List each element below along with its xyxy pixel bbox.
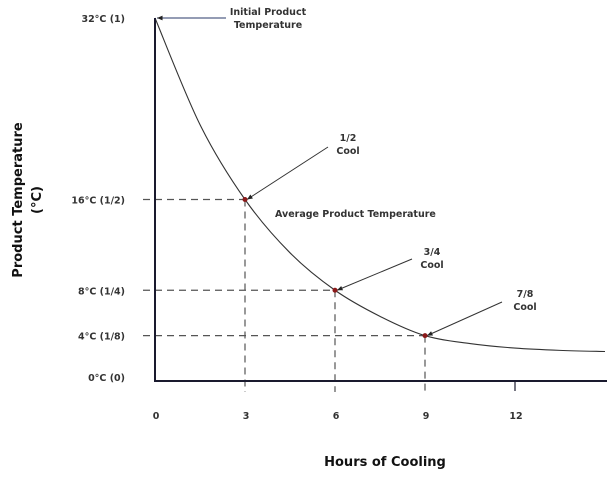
x-tick-label: 6 — [333, 411, 340, 422]
temperature-curve — [154, 17, 606, 353]
y-axis-label-line-2: (°C) — [30, 186, 45, 214]
data-point-marker-2 — [422, 333, 428, 339]
markers — [242, 197, 428, 339]
annotation-arrow-line — [336, 258, 413, 291]
data-point-marker-0 — [242, 197, 248, 202]
x-axis-label: Hours of Cooling — [324, 455, 446, 470]
arrowhead-icon — [427, 331, 433, 336]
annotation-0: Initial Product Temperature — [157, 7, 307, 31]
arrowhead-icon — [157, 15, 163, 21]
y-tick-label: 32°C (1) — [81, 14, 125, 25]
curve-label: Average Product Temperature — [275, 209, 436, 220]
x-tick-label: 3 — [243, 411, 250, 422]
dashed-guides — [143, 198, 426, 392]
arrowhead-icon — [247, 194, 253, 200]
annotation-text: Cool — [513, 302, 536, 313]
data-point-marker-1 — [332, 287, 338, 293]
annotation-arrow-line — [426, 301, 503, 337]
y-axis-label: Product Temperature (°C) — [11, 122, 45, 278]
axes — [154, 18, 607, 382]
arrowhead-icon — [337, 285, 343, 291]
y-axis-label-line-1: Product Temperature — [11, 122, 26, 278]
y-tick-label: 4°C (1/8) — [78, 332, 125, 343]
annotation-text: Temperature — [234, 20, 302, 31]
ticks: 0 3 6 9 12 32°C (1) 16°C (1/2) 8°C (1/4) 4°C (1/… — [71, 14, 522, 422]
annotation-text: 3/4 — [424, 247, 441, 258]
annotation-text: 7/8 — [517, 289, 534, 300]
x-tick-label: 9 — [423, 411, 430, 422]
y-tick-label: 8°C (1/4) — [78, 286, 125, 297]
annotation-text: Cool — [420, 260, 443, 271]
annotation-text: Cool — [336, 146, 359, 157]
annotations: Initial Product Temperature 1/2 Cool 3/4 Cool… — [157, 7, 537, 337]
annotation-arrow-line — [246, 146, 329, 200]
annotation-text: Initial Product — [230, 7, 307, 18]
y-tick-label: 0°C (0) — [88, 373, 125, 384]
annotation-text: 1/2 — [340, 133, 357, 144]
annotation-1: 1/2 Cool — [246, 133, 360, 200]
annotation-2: 3/4 Cool — [336, 247, 444, 291]
x-tick-label: 12 — [509, 411, 522, 422]
y-tick-label: 16°C (1/2) — [71, 196, 125, 207]
annotation-3: 7/8 Cool — [426, 289, 537, 337]
x-tick-label: 0 — [153, 411, 160, 422]
